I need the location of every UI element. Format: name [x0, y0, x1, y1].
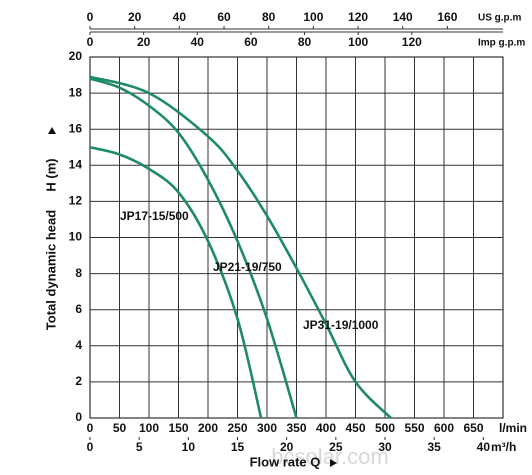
y-tick-label: 14: [69, 157, 83, 171]
x-tick-label: 200: [198, 421, 218, 435]
curve-label: JP17-15/500: [120, 209, 189, 223]
x-tick-label: 400: [316, 421, 336, 435]
curve-label: JP31-19/1000: [303, 318, 379, 332]
y-arrow: [48, 127, 56, 134]
top-tick-label: 140: [393, 10, 413, 24]
x-tick-label: 650: [463, 421, 483, 435]
top-tick-label: 120: [402, 35, 422, 49]
top-tick-label: 100: [348, 35, 368, 49]
x2-tick-label: 25: [329, 440, 343, 454]
pump-curve: [89, 145, 263, 419]
x2-tick-label: 40: [477, 440, 491, 454]
top-tick-label: 100: [303, 10, 323, 24]
top-tick-label: 60: [244, 35, 258, 49]
y-tick-label: 18: [69, 85, 83, 99]
x2-tick-label: 10: [182, 440, 196, 454]
x2-tick-label: 5: [136, 440, 143, 454]
top-unit: US g.p.m: [478, 13, 521, 24]
x2-tick-label: 0: [87, 440, 94, 454]
x2-tick-label: 15: [231, 440, 245, 454]
top-tick-label: 40: [191, 35, 205, 49]
top-tick-label: 160: [437, 10, 457, 24]
x-arrow: [330, 459, 337, 467]
y-tick-label: 4: [75, 338, 82, 352]
x-tick-label: 500: [375, 421, 395, 435]
y-label: Total dynamic head: [43, 210, 58, 330]
y-tick-label: 0: [75, 410, 82, 424]
x-label: Flow rate Q: [250, 454, 321, 469]
x-tick-label: 300: [257, 421, 277, 435]
top-tick-label: 0: [87, 10, 94, 24]
x2-tick-label: 30: [378, 440, 392, 454]
x-tick-label: 250: [227, 421, 247, 435]
y-tick-label: 16: [69, 121, 83, 135]
y-tick-label: 10: [69, 230, 83, 244]
pump-curve: [89, 75, 392, 419]
x2-tick-label: 35: [427, 440, 441, 454]
top-tick-label: 40: [173, 10, 187, 24]
y-tick-label: 20: [69, 49, 83, 63]
top-tick-label: 20: [128, 10, 142, 24]
y-tick-label: 2: [75, 374, 82, 388]
top-tick-label: 120: [348, 10, 368, 24]
top-tick-label: 80: [262, 10, 276, 24]
y-unit: H (m): [43, 158, 58, 191]
x-tick-label: 600: [434, 421, 454, 435]
x-tick-label: 0: [87, 421, 94, 435]
x-tick-label: 550: [404, 421, 424, 435]
pump-curve: [89, 77, 298, 419]
x-tick-label: 350: [286, 421, 306, 435]
curve-label: JP21-19/750: [213, 260, 282, 274]
x-unit: l/min: [499, 421, 527, 435]
y-tick-label: 8: [75, 266, 82, 280]
y-tick-label: 6: [75, 302, 82, 316]
top-tick-label: 80: [298, 35, 312, 49]
top-tick-label: 20: [137, 35, 151, 49]
top-unit: Imp g.p.m: [478, 38, 525, 49]
x-tick-label: 50: [113, 421, 127, 435]
y-tick-label: 12: [69, 194, 83, 208]
x2-tick-label: 20: [280, 440, 294, 454]
x-tick-label: 100: [139, 421, 159, 435]
x-tick-label: 150: [168, 421, 188, 435]
top-tick-label: 0: [87, 35, 94, 49]
x-tick-label: 450: [345, 421, 365, 435]
x2-unit: m³/h: [491, 440, 516, 454]
top-tick-label: 60: [217, 10, 231, 24]
